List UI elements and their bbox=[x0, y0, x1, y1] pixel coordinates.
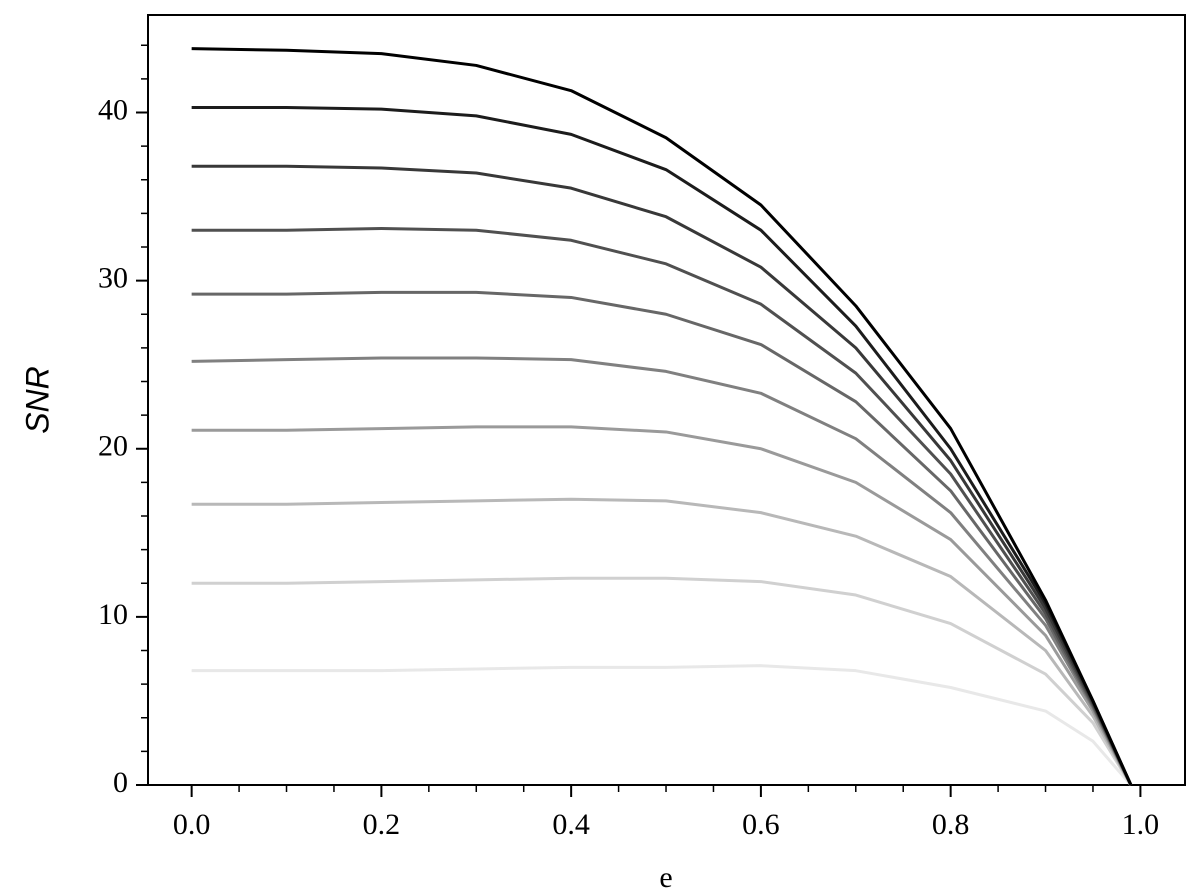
series-line bbox=[191, 227, 1133, 786]
y-tick-label: 20 bbox=[98, 430, 128, 463]
series-line bbox=[191, 47, 1133, 786]
series-line bbox=[191, 164, 1133, 786]
series-line bbox=[191, 356, 1133, 786]
y-tick-label: 10 bbox=[98, 598, 128, 631]
x-tick-label: 1.0 bbox=[1122, 808, 1160, 841]
y-tick-label: 0 bbox=[113, 766, 128, 799]
series-line bbox=[191, 576, 1133, 786]
x-tick-label: 0.4 bbox=[552, 808, 590, 841]
series-line bbox=[191, 105, 1133, 786]
y-tick-label: 40 bbox=[98, 93, 128, 126]
x-tick-label: 0.8 bbox=[932, 808, 970, 841]
y-tick-label: 30 bbox=[98, 262, 128, 295]
y-axis-label: SNR bbox=[19, 366, 55, 434]
series-line bbox=[191, 497, 1133, 786]
series-line bbox=[191, 290, 1133, 786]
series-line bbox=[191, 425, 1133, 786]
x-axis-label: e bbox=[659, 861, 672, 894]
series-line bbox=[191, 664, 1133, 786]
x-tick-label: 0.2 bbox=[363, 808, 401, 841]
x-tick-label: 0.6 bbox=[742, 808, 780, 841]
x-tick-label: 0.0 bbox=[173, 808, 211, 841]
